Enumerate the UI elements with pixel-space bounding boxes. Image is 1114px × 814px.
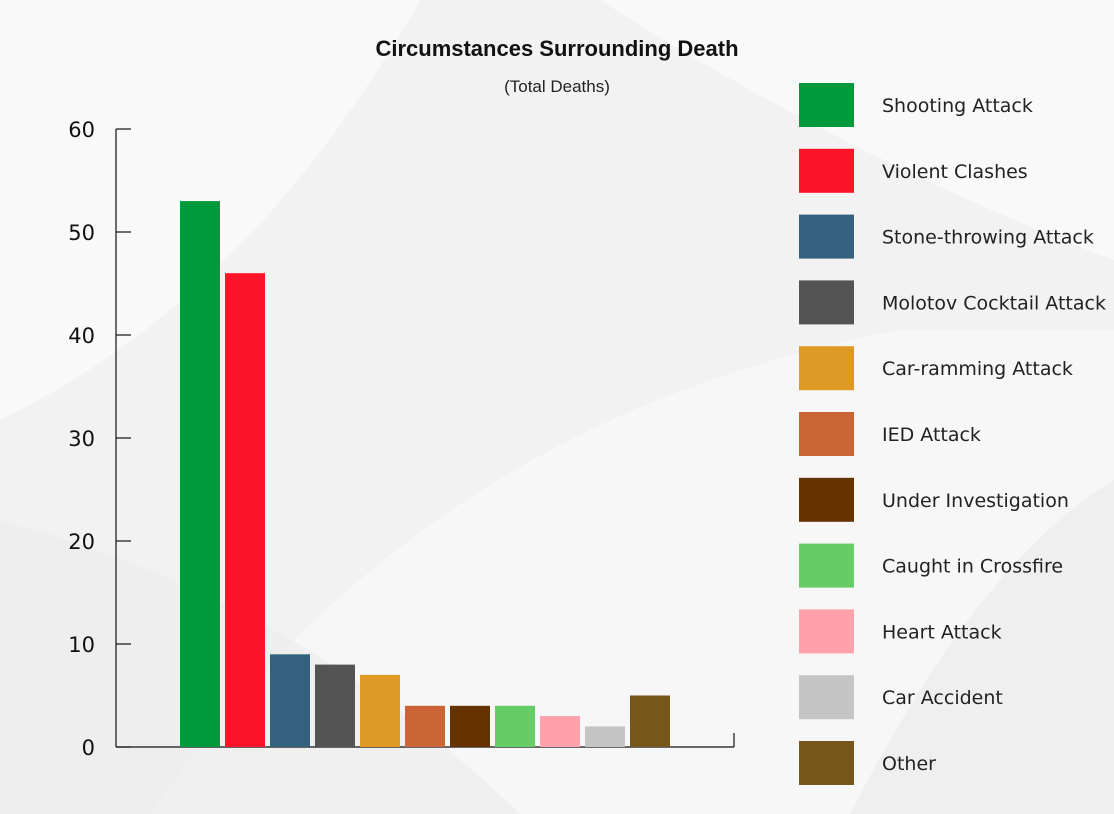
legend-swatch-ied-attack	[799, 412, 854, 456]
legend-label-stone-throwing-attack: Stone-throwing Attack	[882, 227, 1094, 249]
bar-ied-attack	[405, 705, 445, 747]
bar-car-ramming-attack	[360, 674, 400, 747]
bar-stone-throwing-attack	[270, 654, 310, 747]
legend-label-other: Other	[882, 753, 936, 775]
y-tick-label: 10	[68, 633, 95, 657]
legend-label-heart-attack: Heart Attack	[882, 621, 1002, 643]
y-axis-ticks: 0 10 20 30 40 50 60	[68, 118, 131, 760]
legend-label-caught-in-crossfire: Caught in Crossfire	[882, 556, 1063, 578]
legend-label-violent-clashes: Violent Clashes	[882, 161, 1028, 183]
bar-heart-attack	[540, 716, 580, 747]
chart-title: Circumstances Surrounding Death	[375, 36, 738, 61]
legend-label-under-investigation: Under Investigation	[882, 490, 1069, 512]
legend: Shooting Attack Violent Clashes Stone-thro…	[799, 83, 1106, 785]
y-tick-label: 20	[68, 530, 95, 554]
y-tick-label: 50	[68, 221, 95, 245]
y-tick-label: 30	[68, 427, 95, 451]
legend-swatch-stone-throwing-attack	[799, 214, 854, 259]
legend-label-shooting-attack: Shooting Attack	[882, 95, 1033, 117]
y-tick-label: 0	[82, 736, 95, 760]
legend-swatch-molotov-cocktail-attack	[799, 280, 854, 325]
legend-swatch-other	[799, 741, 854, 785]
y-tick-label: 40	[68, 324, 95, 348]
bar-molotov-cocktail-attack	[315, 664, 355, 747]
bar-violent-clashes	[225, 273, 265, 747]
bar-car-accident	[585, 726, 625, 747]
bars	[180, 201, 670, 748]
legend-label-molotov-cocktail-attack: Molotov Cocktail Attack	[882, 292, 1106, 314]
bar-under-investigation	[450, 705, 490, 747]
bar-caught-in-crossfire	[495, 705, 535, 747]
legend-swatch-car-accident	[799, 675, 854, 720]
legend-label-car-ramming-attack: Car-ramming Attack	[882, 358, 1073, 380]
legend-swatch-heart-attack	[799, 609, 854, 654]
bar-shooting-attack	[180, 201, 220, 748]
legend-swatch-under-investigation	[799, 477, 854, 522]
legend-swatch-car-ramming-attack	[799, 346, 854, 391]
legend-swatch-caught-in-crossfire	[799, 543, 854, 588]
legend-label-car-accident: Car Accident	[882, 687, 1003, 709]
legend-label-ied-attack: IED Attack	[882, 424, 981, 446]
y-tick-label: 60	[68, 118, 95, 142]
chart-subtitle: (Total Deaths)	[504, 77, 610, 96]
bar-other	[630, 695, 670, 747]
legend-swatch-violent-clashes	[799, 148, 854, 193]
legend-swatch-shooting-attack	[799, 83, 854, 127]
